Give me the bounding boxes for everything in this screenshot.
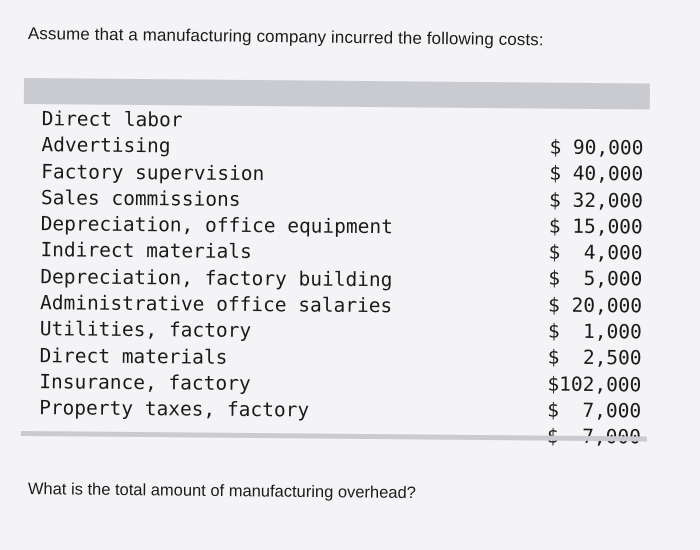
cost-label: Indirect materials [40, 238, 252, 264]
cost-amount: $ 90,000 [549, 135, 644, 160]
cost-label: Sales commissions [40, 186, 241, 211]
cost-label: Advertising [41, 133, 171, 158]
cost-amount: $ 7,000 [547, 398, 642, 423]
cost-label: Depreciation, factory building [40, 264, 393, 292]
cost-label: Direct materials [39, 343, 228, 369]
intro-text: Assume that a manufacturing company incu… [27, 24, 544, 50]
table-header-bar [23, 78, 650, 110]
cost-amount: $ 40,000 [549, 161, 644, 186]
cost-label: Depreciation, office equipment [40, 212, 394, 239]
cost-amounts-column: $ 90,000 $ 40,000 $ 32,000 $ 15,000 $ 4,… [547, 135, 644, 451]
cost-label: Administrative office salaries [39, 291, 393, 318]
cost-labels-column: Direct labor Advertising Factory supervi… [39, 106, 394, 425]
cost-amount: $ 20,000 [548, 293, 643, 318]
cost-label: Utilities, factory [39, 317, 252, 343]
cost-amount: $ 4,000 [548, 240, 643, 265]
cost-amount: $102,000 [547, 372, 642, 397]
cost-amount: $ 1,000 [547, 319, 642, 344]
cost-table: Direct labor Advertising Factory supervi… [20, 78, 650, 473]
cost-amount: $ 15,000 [548, 214, 643, 239]
cost-label: Direct labor [41, 107, 183, 132]
cost-label: Factory supervision [41, 159, 265, 185]
cost-amount: $ 2,500 [547, 345, 642, 370]
cost-amount: $ 5,000 [548, 267, 643, 291]
question-text: What is the total amount of manufacturin… [27, 480, 416, 503]
cost-label: Insurance, factory [39, 370, 251, 395]
cost-label: Property taxes, factory [39, 396, 310, 422]
cost-amount: $ 32,000 [548, 188, 644, 212]
